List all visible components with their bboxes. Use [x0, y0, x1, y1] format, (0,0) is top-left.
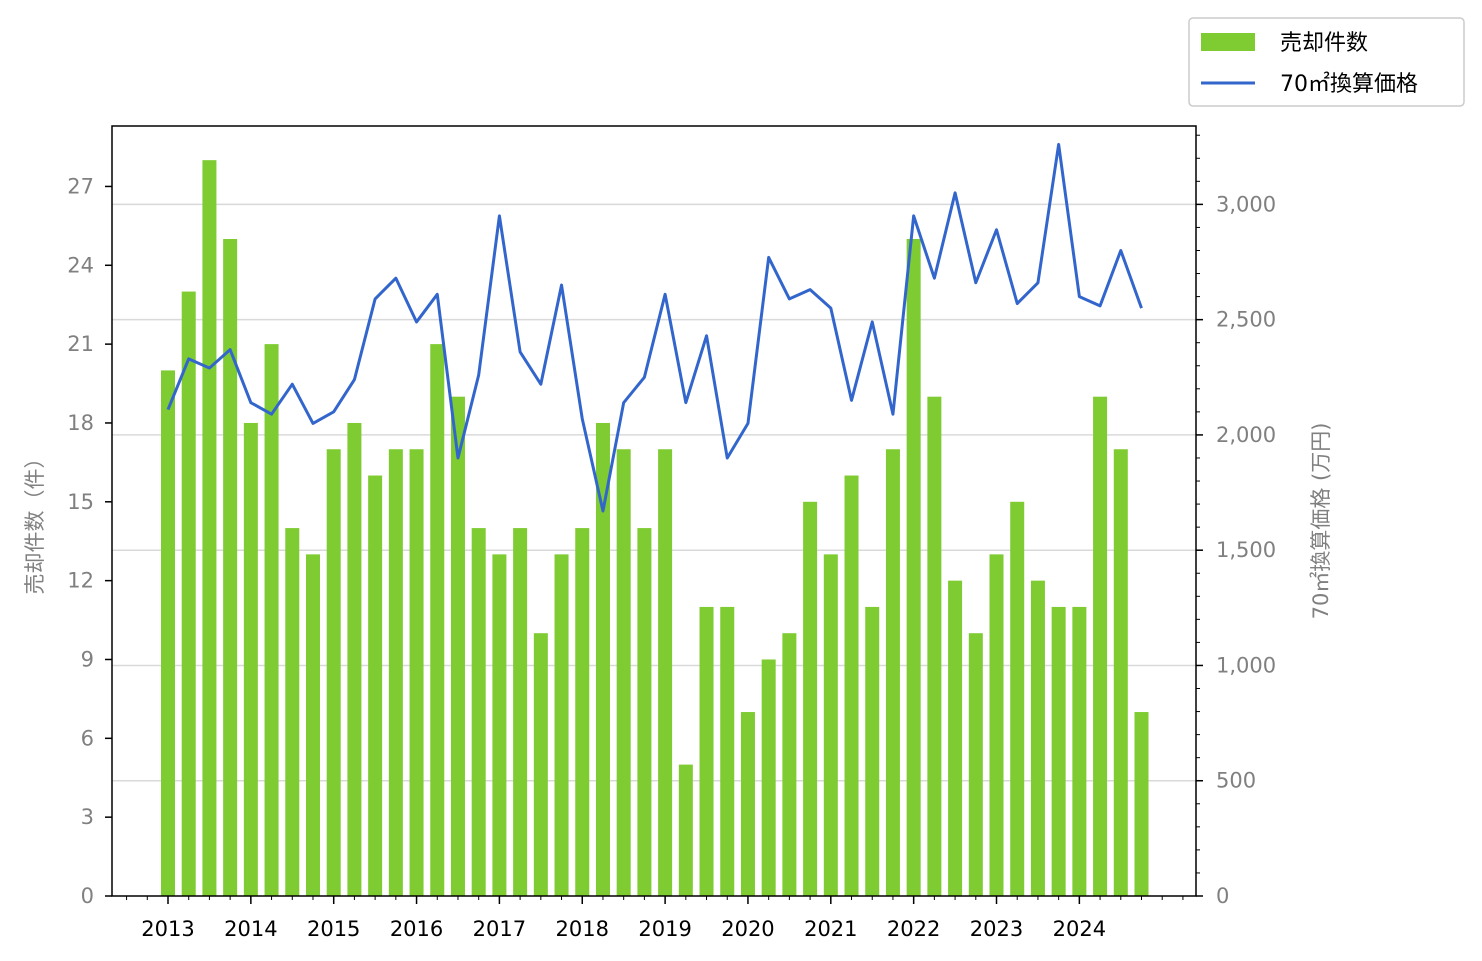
bar-16	[492, 554, 507, 896]
bar-series	[161, 160, 1149, 897]
bar-8	[326, 449, 341, 896]
x-tick-label-2022: 2022	[887, 917, 940, 941]
x-tick-label-2021: 2021	[804, 917, 857, 941]
bar-11	[388, 449, 403, 896]
right-tick-label-2000: 2,000	[1216, 423, 1276, 447]
bar-40	[989, 554, 1004, 896]
x-tick-label-2014: 2014	[224, 917, 277, 941]
right-tick-label-1500: 1,500	[1216, 538, 1276, 562]
x-tick-label-2019: 2019	[638, 917, 691, 941]
bar-17	[513, 528, 528, 896]
x-tick-label-2015: 2015	[307, 917, 360, 941]
bar-10	[368, 475, 383, 896]
price-line	[166, 142, 1143, 513]
legend-label-bar: 売却件数	[1280, 31, 1368, 56]
bar-14	[450, 396, 465, 896]
bar-37	[927, 396, 942, 896]
bar-9	[347, 422, 362, 896]
bar-46	[1113, 449, 1128, 896]
bar-36	[906, 239, 921, 896]
bar-32	[823, 554, 838, 896]
left-axis: 0 3 6 9 12 15 18 21 24 27	[67, 174, 112, 908]
bar-38	[948, 580, 963, 896]
left-tick-label-27: 27	[67, 174, 94, 198]
bar-0	[161, 370, 175, 897]
x-axis: 2013 2014 2015 2016 2017 2018 2019 2020 2021 2022…	[126, 896, 1184, 941]
bar-21	[595, 422, 610, 896]
right-axis-title: 70㎡換算価格 (万円)	[1309, 423, 1333, 620]
right-axis: 0 500 1,000 1,500 2,000 2,500 3,000	[1196, 134, 1276, 908]
bar-45	[1093, 396, 1108, 896]
bar-2	[202, 160, 217, 896]
bar-39	[968, 633, 983, 896]
bar-7	[305, 554, 320, 896]
bar-29	[761, 659, 776, 896]
bar-26	[699, 606, 714, 896]
bar-27	[720, 606, 735, 896]
x-tick-label-2020: 2020	[721, 917, 774, 941]
x-tick-label-2016: 2016	[390, 917, 443, 941]
bar-12	[409, 449, 424, 896]
plot-frame	[111, 125, 1197, 897]
bar-42	[1030, 580, 1045, 896]
left-tick-label-18: 18	[67, 411, 94, 435]
bar-4	[243, 422, 258, 896]
bar-1	[181, 291, 196, 897]
bar-22	[616, 449, 631, 896]
bar-25	[678, 764, 693, 896]
bar-44	[1072, 606, 1087, 896]
x-tick-label-2024: 2024	[1053, 917, 1106, 941]
left-tick-label-0: 0	[81, 884, 94, 908]
bar-3	[223, 239, 238, 896]
left-tick-label-21: 21	[67, 332, 94, 356]
right-tick-label-0: 0	[1216, 884, 1229, 908]
legend-label-line: 70㎡換算価格	[1280, 71, 1418, 97]
left-tick-label-6: 6	[81, 726, 94, 750]
left-tick-label-24: 24	[67, 253, 94, 277]
left-tick-label-3: 3	[81, 805, 94, 829]
bar-19	[554, 554, 569, 896]
right-tick-label-1000: 1,000	[1216, 653, 1276, 677]
x-tick-label-2018: 2018	[556, 917, 609, 941]
legend-box	[1188, 17, 1465, 107]
bar-5	[264, 344, 279, 896]
bar-15	[471, 528, 486, 896]
bar-18	[533, 633, 548, 896]
left-tick-label-12: 12	[67, 569, 94, 593]
bar-33	[844, 475, 859, 896]
bar-23	[637, 528, 652, 896]
bar-13	[430, 344, 445, 896]
bar-41	[1010, 501, 1025, 896]
right-tick-label-500: 500	[1216, 769, 1256, 793]
bar-6	[285, 528, 300, 896]
right-tick-label-2500: 2,500	[1216, 308, 1276, 332]
x-tick-label-2017: 2017	[473, 917, 526, 941]
bar-28	[740, 712, 755, 896]
left-tick-label-9: 9	[81, 647, 94, 671]
legend: 売却件数 70㎡換算価格	[1188, 17, 1465, 107]
legend-swatch-bar	[1201, 33, 1255, 51]
bar-43	[1051, 606, 1066, 896]
left-axis-title: 売却件数（件）	[23, 448, 47, 595]
bar-35	[885, 449, 900, 896]
right-tick-label-3000: 3,000	[1216, 192, 1276, 216]
left-tick-label-15: 15	[67, 490, 94, 514]
bar-24	[658, 449, 673, 896]
bar-20	[575, 528, 590, 896]
x-tick-label-2023: 2023	[970, 917, 1023, 941]
bar-31	[803, 501, 818, 896]
bar-47	[1134, 712, 1149, 896]
x-tick-label-2013: 2013	[141, 917, 194, 941]
line-series	[166, 142, 1143, 513]
bar-34	[865, 606, 880, 896]
bar-30	[782, 633, 797, 896]
